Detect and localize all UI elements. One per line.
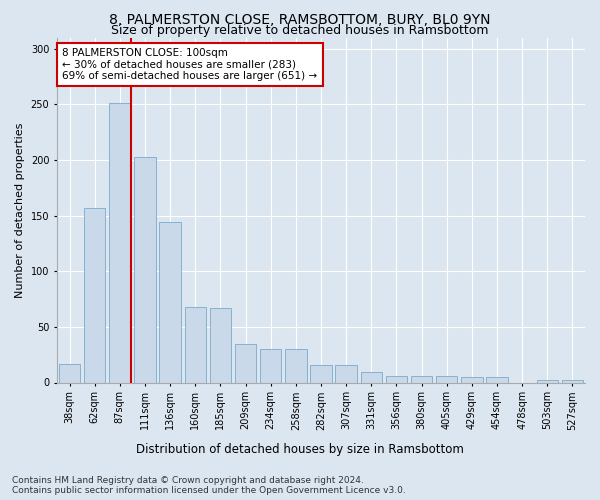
Bar	[84, 208, 106, 382]
Bar	[335, 364, 357, 382]
Bar	[487, 377, 508, 382]
Text: 8, PALMERSTON CLOSE, RAMSBOTTOM, BURY, BL0 9YN: 8, PALMERSTON CLOSE, RAMSBOTTOM, BURY, B…	[109, 12, 491, 26]
Bar	[134, 156, 155, 382]
Bar	[461, 377, 482, 382]
Bar	[285, 349, 307, 382]
Bar	[536, 380, 558, 382]
Text: 8 PALMERSTON CLOSE: 100sqm
← 30% of detached houses are smaller (283)
69% of sem: 8 PALMERSTON CLOSE: 100sqm ← 30% of deta…	[62, 48, 317, 81]
Bar	[361, 372, 382, 382]
Bar	[310, 364, 332, 382]
Bar	[562, 380, 583, 382]
Bar	[185, 307, 206, 382]
Bar	[260, 349, 281, 382]
Text: Distribution of detached houses by size in Ramsbottom: Distribution of detached houses by size …	[136, 442, 464, 456]
Bar	[59, 364, 80, 382]
Bar	[436, 376, 457, 382]
Bar	[411, 376, 432, 382]
Text: Contains HM Land Registry data © Crown copyright and database right 2024.
Contai: Contains HM Land Registry data © Crown c…	[12, 476, 406, 495]
Text: Size of property relative to detached houses in Ramsbottom: Size of property relative to detached ho…	[111, 24, 489, 37]
Bar	[210, 308, 231, 382]
Bar	[109, 103, 131, 382]
Y-axis label: Number of detached properties: Number of detached properties	[15, 122, 25, 298]
Bar	[235, 344, 256, 382]
Bar	[160, 222, 181, 382]
Bar	[386, 376, 407, 382]
